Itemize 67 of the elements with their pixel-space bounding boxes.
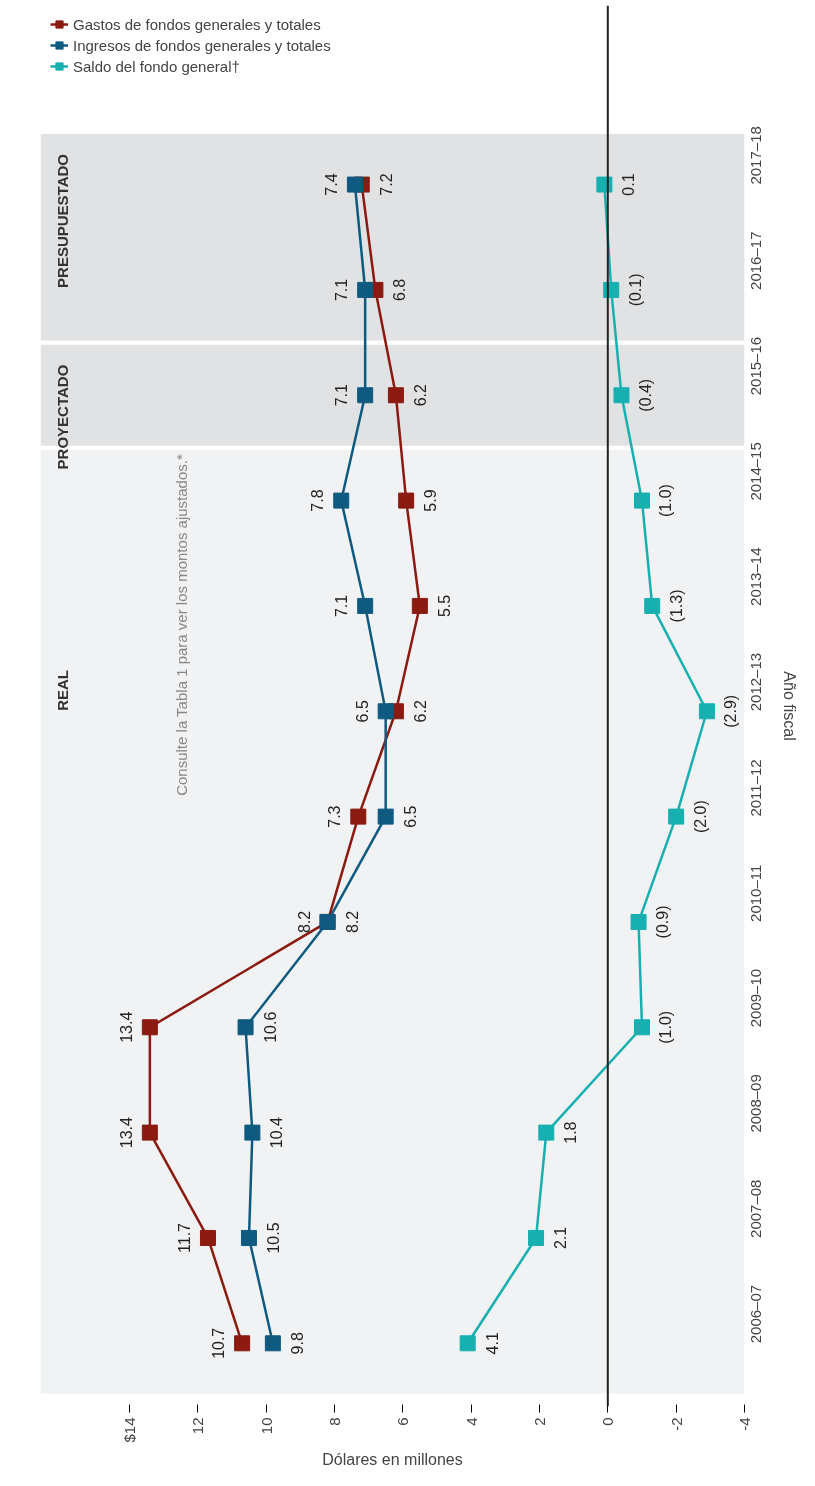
x-tick-label: 4	[462, 1417, 480, 1426]
x-tick-label: 6	[394, 1417, 412, 1426]
data-label: (0.1)	[626, 273, 644, 307]
y-tick-label: 2015–16	[747, 336, 764, 396]
x-tick-label: -4	[736, 1417, 753, 1431]
legend-label: Saldo del fondo general†	[73, 57, 240, 75]
data-label: 10.4	[268, 1116, 286, 1149]
data-label: (1.0)	[657, 484, 675, 518]
data-label: 11.7	[175, 1222, 193, 1253]
data-label: 8.2	[295, 910, 313, 934]
data-label: 6.8	[391, 278, 409, 302]
data-label: 6.2	[411, 700, 429, 723]
x-tick-label: $14	[120, 1417, 138, 1443]
data-label: 10.7	[210, 1327, 228, 1359]
x-axis-title: Dólares en millones	[322, 1450, 463, 1468]
data-label: 7.1	[333, 384, 351, 407]
x-tick-label: 2	[530, 1417, 548, 1426]
y-tick-label: 2010–11	[747, 864, 764, 922]
x-tick-label: 12	[189, 1417, 207, 1435]
data-label: 2.1	[552, 1226, 570, 1250]
legend-label: Gastos de fondos generales y totales	[73, 15, 321, 33]
data-label: 4.1	[483, 1332, 501, 1355]
data-label: 7.4	[322, 173, 340, 196]
data-label: 7.3	[326, 805, 344, 828]
data-label: 7.2	[377, 173, 395, 196]
data-label: 1.8	[562, 1121, 580, 1144]
x-tick-label: 10	[257, 1417, 275, 1435]
y-tick-label: 2016–17	[747, 231, 764, 290]
data-label: 7.1	[333, 594, 351, 618]
data-label: (1.0)	[657, 1010, 675, 1044]
data-label: 13.4	[117, 1011, 135, 1043]
y-tick-label: 2008–09	[747, 1074, 764, 1133]
data-label: 10.5	[264, 1222, 282, 1254]
band-label: PRESUPUESTADO	[54, 153, 71, 288]
data-label: 10.6	[261, 1011, 279, 1043]
data-label: (2.9)	[722, 694, 740, 728]
data-label: 6.5	[401, 805, 419, 828]
band-label: REAL	[54, 670, 71, 711]
x-tick-label: -2	[667, 1417, 685, 1431]
y-tick-label: 2007–08	[747, 1179, 764, 1238]
data-label: 9.8	[288, 1332, 306, 1355]
annotation: Consulte la Tabla 1 para ver los montos ajustados.*	[172, 454, 190, 796]
band-label: PROYECTADO	[54, 364, 71, 470]
data-label: (0.9)	[654, 905, 672, 939]
data-label: (1.3)	[667, 589, 685, 623]
data-label: 5.5	[435, 594, 453, 618]
data-label: 5.9	[422, 489, 440, 512]
y-tick-label: 2011–12	[747, 759, 764, 817]
data-label: 6.5	[353, 700, 371, 723]
data-label: 13.4	[117, 1116, 135, 1149]
y-tick-label: 2017–18	[747, 126, 764, 185]
data-label: 7.8	[309, 489, 327, 512]
y-axis-title: Año fiscal	[780, 671, 798, 741]
legend-label: Ingresos de fondos generales y totales	[73, 36, 331, 54]
y-tick-label: 2014–15	[747, 442, 764, 501]
y-tick-label: 2006–07	[747, 1284, 764, 1344]
data-label: 6.2	[411, 384, 429, 407]
x-tick-label: 0	[599, 1417, 617, 1426]
data-label: (2.0)	[691, 800, 709, 834]
data-label: 0.1	[620, 173, 638, 196]
y-tick-label: 2012–13	[747, 652, 764, 712]
y-tick-label: 2009–10	[747, 968, 764, 1028]
y-tick-label: 2013–14	[747, 547, 764, 606]
x-tick-label: 8	[325, 1417, 343, 1426]
data-label: (0.4)	[636, 378, 654, 412]
data-label: 7.1	[333, 278, 351, 302]
data-label: 8.2	[343, 910, 361, 934]
